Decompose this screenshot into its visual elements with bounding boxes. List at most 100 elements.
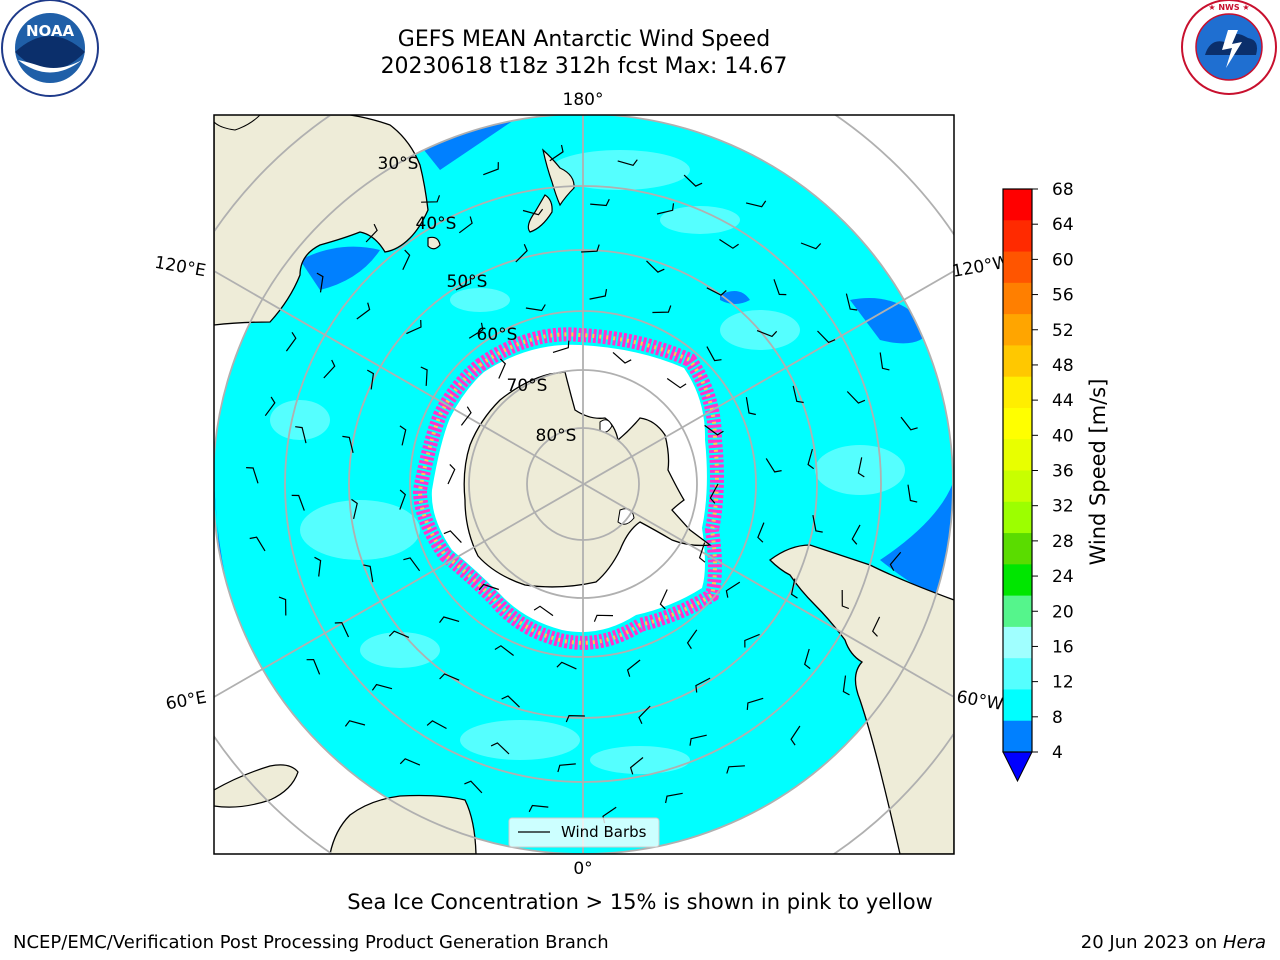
colorbar-tick-label: 16 [1052,637,1074,657]
land-new-zealand [527,148,575,233]
colorbar-tick-label: 56 [1052,286,1074,306]
wind-barb [344,720,366,727]
lat-label-50s: 50°S [447,272,488,292]
wind-barb [726,765,745,774]
wind-barb [656,203,675,215]
wind-barb [871,616,881,637]
colorbar-segment [1003,189,1032,221]
wind-barb [498,358,507,379]
wind-barb [557,763,576,773]
wind-barb [439,673,460,681]
colorbar-tick-label: 28 [1052,532,1074,552]
lon-label-60e: 60°E [164,688,208,715]
wind-barb [399,489,407,510]
wind-barb [719,238,739,249]
wind-barb [845,293,858,311]
colorbar-label: Wind Speed [m/s] [1086,379,1110,566]
wind-barb [249,536,266,552]
wind-barb [501,695,520,708]
colorbar-tick-label: 8 [1052,708,1063,728]
wind-barb [285,331,297,352]
colorbar-tick-label: 32 [1052,497,1074,517]
wind-barb [589,288,608,300]
wind-barb [638,705,651,725]
wind-barb [889,551,902,571]
lon-label-0: 0° [573,859,592,879]
wind-barb [686,629,698,650]
map-frame [213,114,955,855]
wind-barb [316,272,324,293]
wind-barb [323,359,336,379]
wind-barb [629,757,644,775]
wind-barb [765,458,782,473]
svg-text:★ NWS ★: ★ NWS ★ [1208,3,1249,12]
wind-barb [807,448,815,470]
wind-barb [652,305,672,314]
wind-barb [812,514,823,533]
noaa-logo-text: NOAA [26,22,75,40]
wind-barb [704,424,724,436]
wind-barb [646,260,665,273]
wind-barb [773,279,787,296]
colorbar-segment [1003,251,1032,284]
wind-barb [695,677,711,693]
wind-barb [399,425,407,446]
colorbar: 68 64 60 56 52 48 44 40 36 32 28 24 20 16 12 8 4 Wind Sp… [1002,180,1110,783]
colorbar-segment [1003,220,1032,253]
colorbar-tick-label: 40 [1052,426,1074,446]
lat-label-30s: 30°S [378,154,419,174]
wind-barb [790,725,801,746]
wind-barb [757,522,765,543]
wind-barb [666,378,687,389]
wind-barb [857,457,865,478]
wind-barb [426,720,447,730]
wind-barb [363,564,374,583]
colorbar-segment [1003,345,1032,378]
colorbar-segment [1003,314,1032,346]
wind-barb [533,605,554,617]
colorbar-tick-label: 60 [1052,250,1074,270]
colorbar-segment [1003,533,1032,565]
wind-barb [494,645,514,656]
wind-barb [900,416,918,431]
map-legend: Wind Barbs [508,817,660,848]
wind-barb [367,369,375,390]
wind-barb [351,498,358,520]
colorbar-segment [1003,470,1032,503]
wind-barb [804,648,811,670]
wind-barb [455,276,472,291]
wind-barb [403,557,421,572]
wind-barb [528,804,549,813]
wind-barb [706,287,727,296]
wind-barb [683,174,703,187]
legend-wind-barbs: Wind Barbs [561,823,647,841]
lon-label-180: 180° [563,90,604,110]
map-subtitle: 20230618 t18z 312h fcst Max: 14.67 [380,54,788,79]
colorbar-segment [1003,282,1032,315]
wind-barb [689,734,707,746]
colorbar-extend-arrow [1002,751,1033,783]
wind-barb [447,463,456,485]
wind-barb [464,780,483,794]
wind-barb [439,616,460,623]
wind-barb [246,467,259,484]
colorbar-segment [1003,658,1032,690]
wind-barb [342,435,354,454]
wind-barb [709,483,719,504]
map-title: GEFS MEAN Antarctic Wind Speed [397,27,771,52]
wind-barb [746,697,764,710]
wind-barb [907,484,918,503]
colorbar-segment [1003,595,1032,628]
wind-barb [846,391,866,404]
noaa-logo: NOAA [1,0,99,97]
wind-barb [792,385,804,404]
wind-barb [278,596,287,616]
wind-barb [842,675,850,696]
lon-label-60w: 60°W [955,687,1005,715]
wind-barb [665,792,683,804]
colorbar-segment [1003,689,1032,722]
footer-date: 20 Jun 2023 on Hera [1081,932,1266,953]
wind-barb [612,351,632,364]
wind-barb [421,195,441,203]
